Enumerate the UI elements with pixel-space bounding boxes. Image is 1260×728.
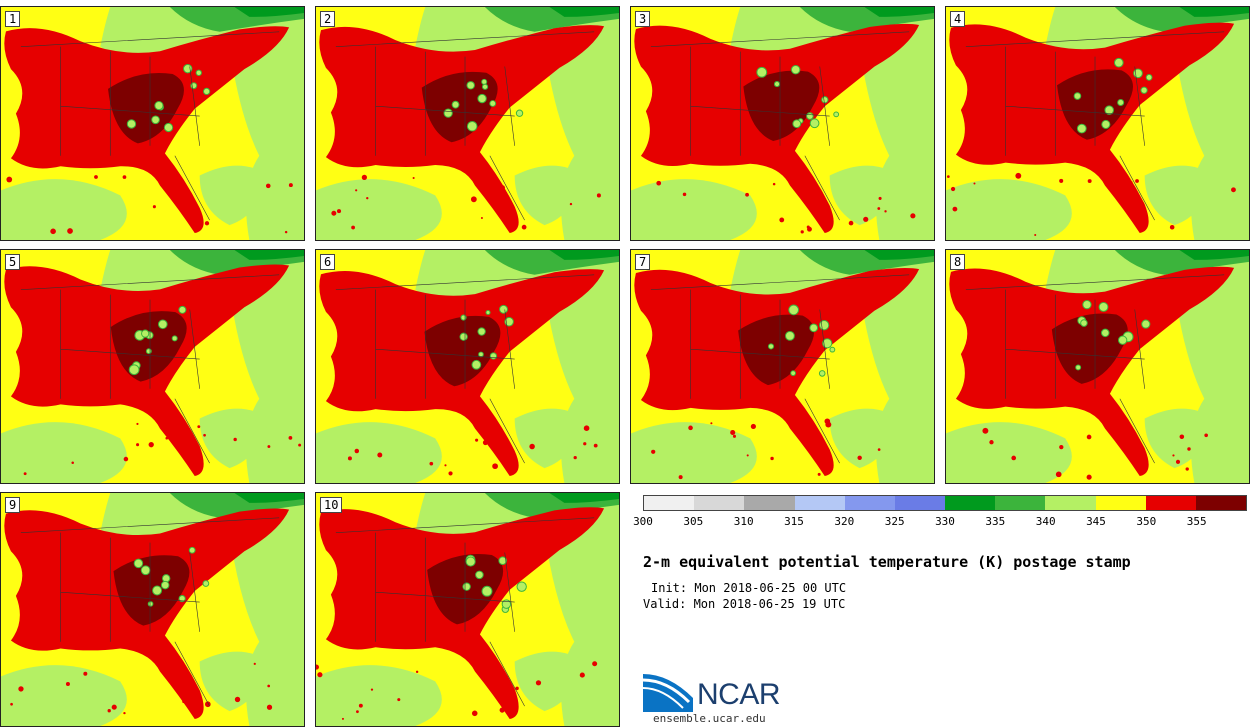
ncar-logo: NCAR bbox=[642, 672, 803, 712]
colorbar-tick-label: 335 bbox=[985, 515, 1006, 528]
member-panel-2: 2 bbox=[315, 6, 620, 241]
plot-title: 2-m equivalent potential temperature (K)… bbox=[643, 553, 1131, 571]
map-field bbox=[946, 7, 1249, 240]
colorbar-segment bbox=[1145, 496, 1196, 510]
panel-number: 10 bbox=[320, 497, 343, 513]
colorbar-tick-label: 355 bbox=[1186, 515, 1207, 528]
panel-number: 9 bbox=[5, 497, 21, 513]
panel-number: 8 bbox=[950, 254, 966, 270]
colorbar-ticks: 300 305 310 315 320 325 330 335 340 345 350 355 bbox=[633, 515, 1247, 529]
colorbar-segment bbox=[1195, 496, 1247, 510]
colorbar-segment bbox=[1045, 496, 1096, 510]
colorbar-tick-label: 340 bbox=[1035, 515, 1056, 528]
member-panel-4: 4 bbox=[945, 6, 1250, 241]
panel-number: 3 bbox=[635, 11, 651, 27]
colorbar-tick-label: 310 bbox=[733, 515, 754, 528]
map-field bbox=[631, 7, 934, 240]
panel-number: 6 bbox=[320, 254, 336, 270]
colorbar-segment bbox=[894, 496, 946, 510]
map-field bbox=[946, 250, 1249, 483]
panel-number: 4 bbox=[950, 11, 966, 27]
panel-number: 7 bbox=[635, 254, 651, 270]
colorbar-segment bbox=[945, 496, 996, 510]
colorbar-tick-label: 345 bbox=[1086, 515, 1106, 528]
colorbar-tick-label: 300 bbox=[633, 515, 653, 528]
colorbar-segment bbox=[1095, 496, 1146, 510]
panel-number: 1 bbox=[5, 11, 21, 27]
colorbar-tick-label: 350 bbox=[1136, 515, 1157, 528]
member-panel-9: 9 bbox=[0, 492, 305, 727]
map-field bbox=[316, 493, 619, 726]
panel-number: 5 bbox=[5, 254, 21, 270]
colorbar-segment bbox=[694, 496, 745, 510]
member-panel-1: 1 bbox=[0, 6, 305, 241]
map-field bbox=[1, 7, 304, 240]
init-time: Init: Mon 2018-06-25 00 UTC bbox=[651, 581, 847, 595]
member-panel-5: 5 bbox=[0, 249, 305, 484]
logo-text: NCAR bbox=[697, 678, 781, 711]
member-panel-6: 6 bbox=[315, 249, 620, 484]
colorbar bbox=[643, 495, 1247, 511]
colorbar-segment bbox=[644, 496, 695, 510]
valid-time: Valid: Mon 2018-06-25 19 UTC bbox=[643, 597, 846, 611]
colorbar-segment bbox=[995, 496, 1046, 510]
member-panel-7: 7 bbox=[630, 249, 935, 484]
map-field bbox=[1, 250, 304, 483]
ncar-swoosh-icon bbox=[642, 674, 693, 712]
colorbar-tick-label: 315 bbox=[784, 515, 804, 528]
member-panel-10: 10 bbox=[315, 492, 620, 727]
map-field bbox=[631, 250, 934, 483]
colorbar-segment bbox=[794, 496, 845, 510]
map-field bbox=[1, 493, 304, 726]
panel-number: 2 bbox=[320, 11, 336, 27]
colorbar-tick-label: 330 bbox=[935, 515, 955, 528]
colorbar-segment bbox=[744, 496, 795, 510]
colorbar-tick-label: 305 bbox=[683, 515, 704, 528]
member-panel-8: 8 bbox=[945, 249, 1250, 484]
colorbar-tick-label: 320 bbox=[834, 515, 855, 528]
map-field bbox=[316, 7, 619, 240]
member-panel-3: 3 bbox=[630, 6, 935, 241]
map-field bbox=[316, 250, 619, 483]
colorbar-tick-label: 325 bbox=[884, 515, 905, 528]
site-url: ensemble.ucar.edu bbox=[653, 712, 766, 725]
colorbar-segment bbox=[844, 496, 895, 510]
